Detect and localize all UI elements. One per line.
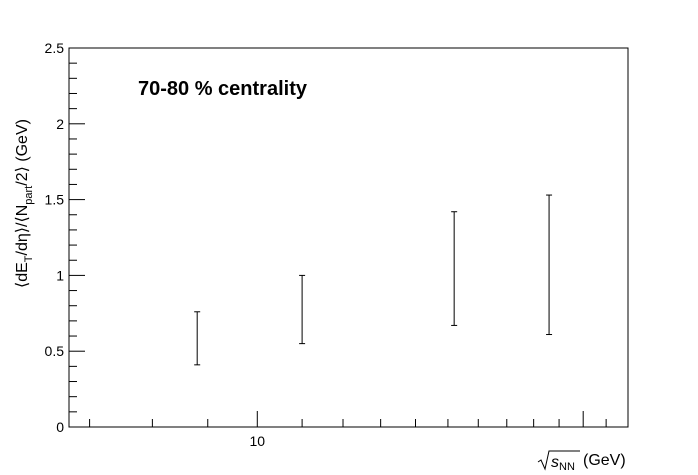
- y-tick-label: 1.5: [45, 192, 65, 208]
- y-tick-label: 2.5: [45, 40, 65, 56]
- y-axis-label: ⟨dET/dη⟩/⟨Npart/2⟩ (GeV): [14, 119, 35, 288]
- y-tick-label: 2: [56, 116, 64, 132]
- error-bar: [194, 311, 201, 366]
- error-bar: [299, 274, 306, 345]
- data-points: [194, 194, 553, 366]
- y-tick-label: 0.5: [45, 343, 65, 359]
- error-bar: [546, 194, 553, 336]
- y-tick-label: 1: [56, 267, 64, 283]
- x-tick-label: 10: [250, 433, 266, 449]
- centrality-annotation: 70-80 % centrality: [138, 78, 308, 100]
- svg-text:s: s: [551, 454, 559, 471]
- plot-frame: [68, 47, 629, 428]
- y-tick-label: 0: [56, 419, 64, 435]
- svg-text:NN: NN: [559, 461, 575, 473]
- x-axis-ticks: 10: [89, 411, 629, 449]
- y-axis-ticks: 0 0.5 1 1.5 2 2.5: [45, 40, 85, 435]
- svg-text:(GeV): (GeV): [583, 452, 626, 469]
- error-bar: [451, 211, 458, 326]
- x-axis-label: s NN (GeV): [537, 450, 626, 473]
